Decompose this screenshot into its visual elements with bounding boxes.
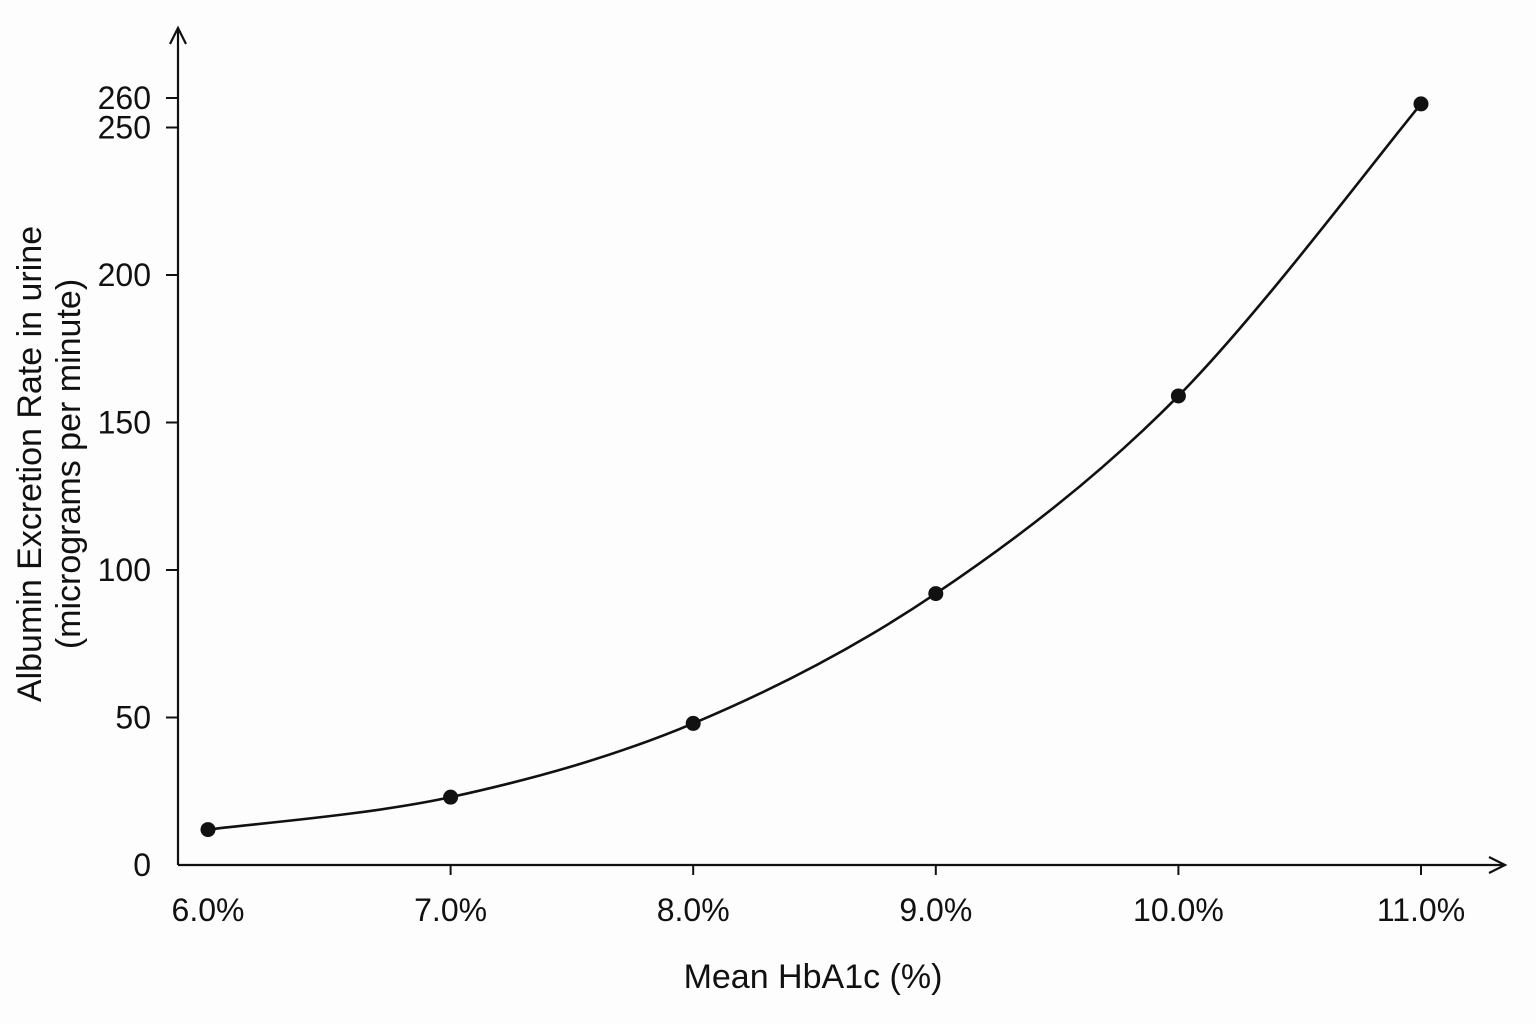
y-tick-label: 250 xyxy=(98,110,151,146)
x-tick-label: 6.0% xyxy=(172,892,245,928)
y-tick-label: 150 xyxy=(98,405,151,441)
data-point xyxy=(1413,96,1429,112)
y-axis-arrow xyxy=(169,25,187,45)
y-axis-title-line-2: (micrograms per minute) xyxy=(50,279,88,649)
data-point xyxy=(1170,388,1186,404)
x-tick-label: 11.0% xyxy=(1377,892,1465,928)
x-tick-label: 9.0% xyxy=(899,892,972,928)
y-tick-label: 100 xyxy=(98,552,151,588)
data-point xyxy=(443,789,459,805)
y-axis-title: Albumin Excretion Rate in urine (microgr… xyxy=(11,226,88,702)
series-line xyxy=(207,103,1423,831)
y-tick-label: 50 xyxy=(115,700,151,736)
axes xyxy=(169,25,1508,874)
data-points xyxy=(200,96,1429,838)
x-tick-label: 10.0% xyxy=(1133,892,1224,928)
x-axis-arrow xyxy=(1488,856,1508,874)
y-tick-label: 0 xyxy=(133,847,151,883)
y-axis-title-line-1: Albumin Excretion Rate in urine xyxy=(11,226,49,702)
data-point xyxy=(200,822,216,838)
y-tick-label: 260 xyxy=(98,80,151,116)
x-ticks: 6.0% 7.0% 8.0% 9.0% 10.0% 11.0% xyxy=(172,865,1465,928)
x-tick-label: 8.0% xyxy=(657,892,730,928)
y-tick-label: 200 xyxy=(98,257,151,293)
x-tick-label: 7.0% xyxy=(414,892,487,928)
data-point xyxy=(685,715,701,731)
x-axis-title: Mean HbA1c (%) xyxy=(684,958,943,996)
data-point xyxy=(928,586,944,602)
